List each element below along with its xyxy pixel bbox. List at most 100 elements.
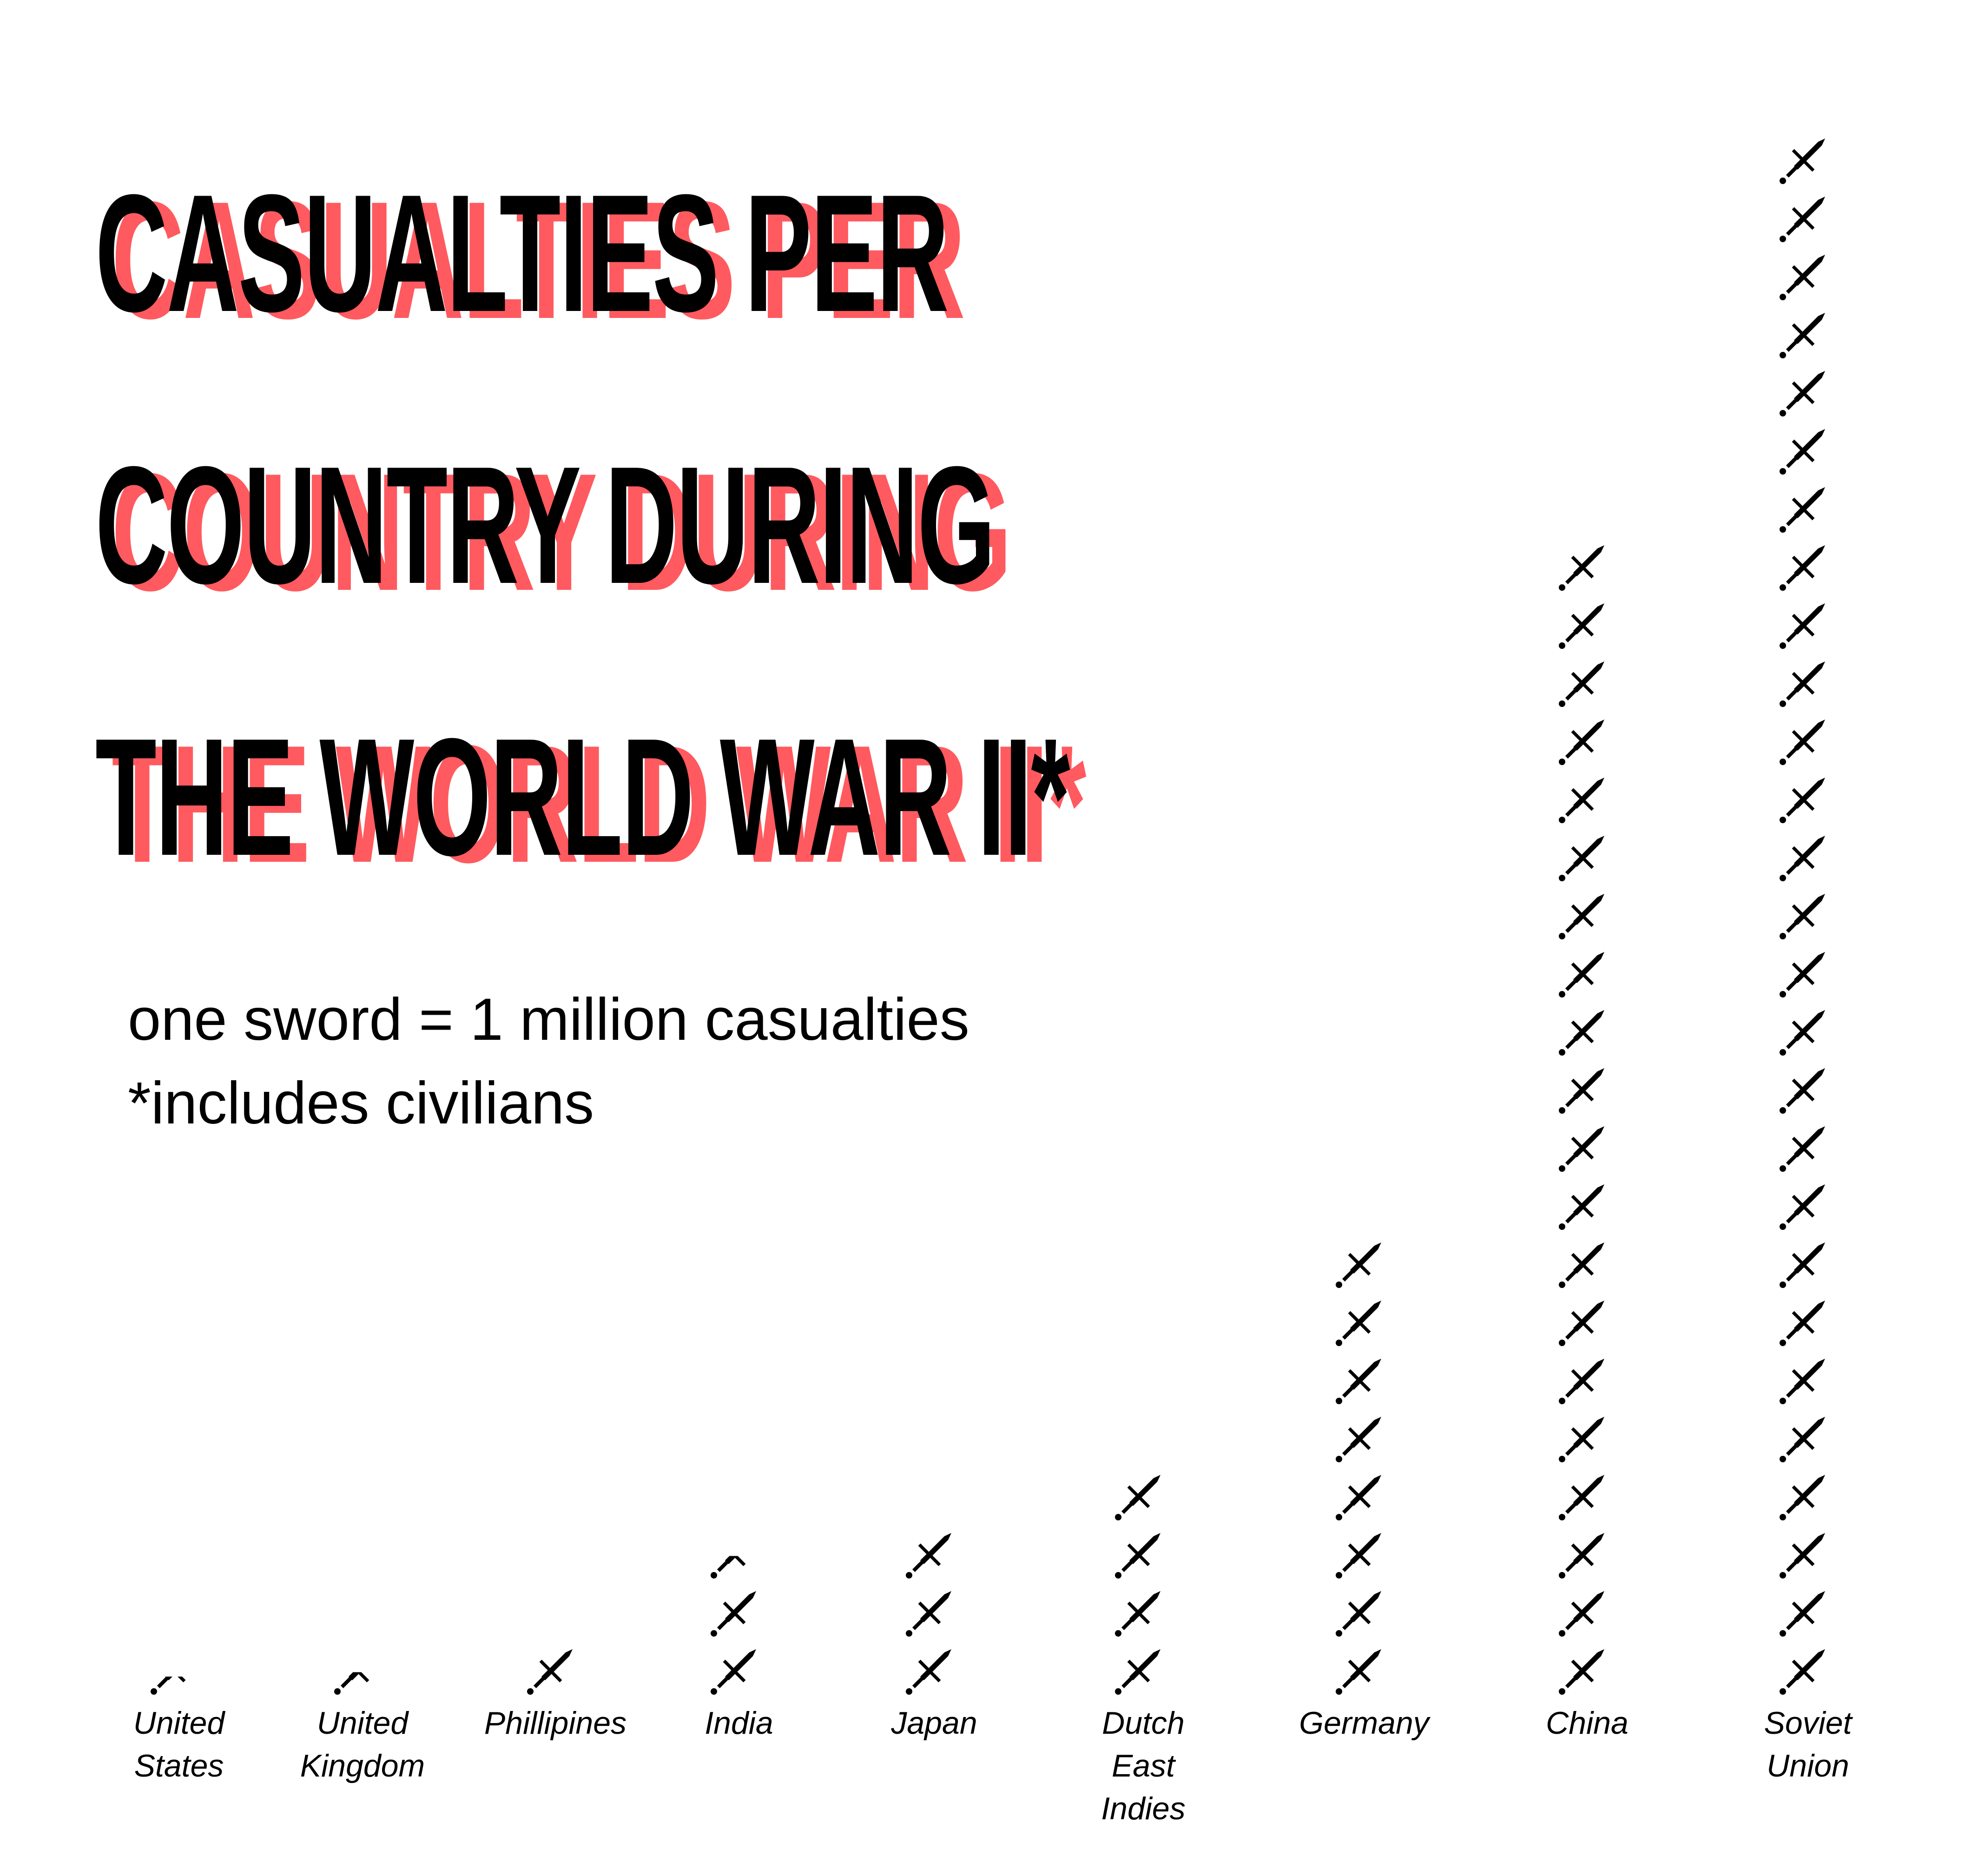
sword-icon	[1780, 1649, 1825, 1695]
country-label: United	[133, 1705, 226, 1741]
sword-icon	[1115, 1649, 1160, 1695]
country-label: Kingdom	[300, 1748, 425, 1784]
country-label: United	[317, 1705, 409, 1741]
sword-icon	[1780, 661, 1825, 707]
sword-icon	[1780, 1010, 1825, 1056]
sword-icon	[1336, 1359, 1381, 1404]
scale-note: one sword = 1 million casualties	[128, 986, 969, 1053]
sword-icon	[1559, 1068, 1604, 1114]
sword-icon	[1559, 836, 1604, 881]
sword-icon	[1559, 1475, 1604, 1520]
column-united-states: United States	[133, 1677, 226, 1784]
sword-icon	[527, 1649, 573, 1695]
country-label: Union	[1767, 1748, 1849, 1784]
column-united-kingdom: United Kingdom	[300, 1672, 425, 1784]
sword-icon	[711, 1649, 756, 1695]
country-label: Soviet	[1764, 1705, 1853, 1741]
sword-icon	[1336, 1417, 1381, 1462]
title-line-3: the World War II*	[95, 704, 1070, 891]
sword-icon	[1780, 894, 1825, 939]
sword-icon	[1559, 1301, 1604, 1346]
sword-icon	[1780, 720, 1825, 765]
sword-icon	[906, 1649, 951, 1695]
sword-icon	[1780, 778, 1825, 823]
sword-icon	[1780, 836, 1825, 881]
sword-icon	[1559, 1010, 1604, 1056]
sword-icon	[1780, 1068, 1825, 1114]
sword-icon	[1780, 1591, 1825, 1637]
sword-icon-partial	[711, 1556, 756, 1579]
country-label: States	[134, 1748, 224, 1784]
title-line-2: country during	[95, 432, 996, 619]
column-dutch-east-indies: Dutch East Indies	[1101, 1475, 1186, 1826]
sword-icon	[1780, 1475, 1825, 1520]
sword-icon	[1336, 1242, 1381, 1288]
country-label: Germany	[1299, 1705, 1431, 1741]
sword-icon	[1780, 1184, 1825, 1230]
column-china: China	[1546, 545, 1629, 1741]
sword-icon	[1780, 487, 1825, 533]
sword-icon-partial	[151, 1677, 196, 1695]
title-line-1: Casualties per	[95, 160, 949, 347]
country-label: India	[705, 1705, 773, 1741]
sword-icon-partial	[334, 1672, 380, 1695]
sword-icon	[906, 1591, 951, 1637]
sword-icon	[1780, 1359, 1825, 1404]
sword-icon	[1559, 603, 1604, 649]
sword-icon	[1336, 1591, 1381, 1637]
sword-icon	[1780, 429, 1825, 475]
sword-icon	[1780, 1301, 1825, 1346]
sword-icon	[1559, 1242, 1604, 1288]
country-label: Indies	[1101, 1791, 1185, 1826]
country-label: Japan	[890, 1705, 977, 1741]
sword-icon	[1780, 139, 1825, 184]
sword-icon	[1336, 1649, 1381, 1695]
country-label: Dutch	[1102, 1705, 1185, 1741]
sword-icon	[1780, 197, 1825, 242]
sword-icon	[906, 1533, 951, 1579]
sword-icon	[1559, 894, 1604, 939]
column-germany: Germany	[1299, 1242, 1431, 1741]
sword-icon	[1559, 1184, 1604, 1230]
sword-icon	[1559, 545, 1604, 591]
title-shadow-line-2: country during	[112, 439, 1012, 626]
sword-icon	[1559, 1126, 1604, 1172]
sword-icon	[1559, 1417, 1604, 1462]
sword-icon	[1559, 778, 1604, 823]
footnote: *includes civilians	[128, 1070, 594, 1136]
country-label: China	[1546, 1705, 1629, 1741]
column-japan: Japan	[890, 1533, 977, 1741]
column-india: India	[705, 1556, 773, 1741]
sword-icon	[1780, 1242, 1825, 1288]
country-label: Phillipines	[484, 1705, 626, 1741]
sword-icon	[1780, 603, 1825, 649]
title-shadow-line-1: Casualties per	[112, 167, 965, 354]
country-label: East	[1112, 1748, 1176, 1784]
sword-icon	[1336, 1301, 1381, 1346]
sword-icon	[1780, 952, 1825, 997]
sword-icon	[1559, 952, 1604, 997]
sword-icon	[1115, 1591, 1160, 1637]
sword-icon	[1559, 720, 1604, 765]
sword-icon	[1780, 371, 1825, 416]
sword-icon	[1559, 661, 1604, 707]
sword-icon	[1780, 545, 1825, 591]
sword-icon	[1780, 313, 1825, 358]
sword-icon	[711, 1591, 756, 1637]
sword-icon	[1115, 1475, 1160, 1520]
sword-icon	[1780, 1533, 1825, 1579]
column-phillipines: Phillipines	[484, 1649, 626, 1741]
sword-icon	[1115, 1533, 1160, 1579]
sword-icon	[1336, 1533, 1381, 1579]
title-shadow-line-3: the World War II*	[112, 711, 1086, 898]
sword-icon	[1559, 1591, 1604, 1637]
sword-icon	[1559, 1649, 1604, 1695]
sword-icon	[1780, 1417, 1825, 1462]
column-soviet-union: Soviet Union	[1764, 139, 1853, 1784]
sword-icon	[1559, 1533, 1604, 1579]
sword-icon	[1559, 1359, 1604, 1404]
sword-icon	[1336, 1475, 1381, 1520]
sword-icon	[1780, 255, 1825, 300]
sword-icon	[1780, 1126, 1825, 1172]
